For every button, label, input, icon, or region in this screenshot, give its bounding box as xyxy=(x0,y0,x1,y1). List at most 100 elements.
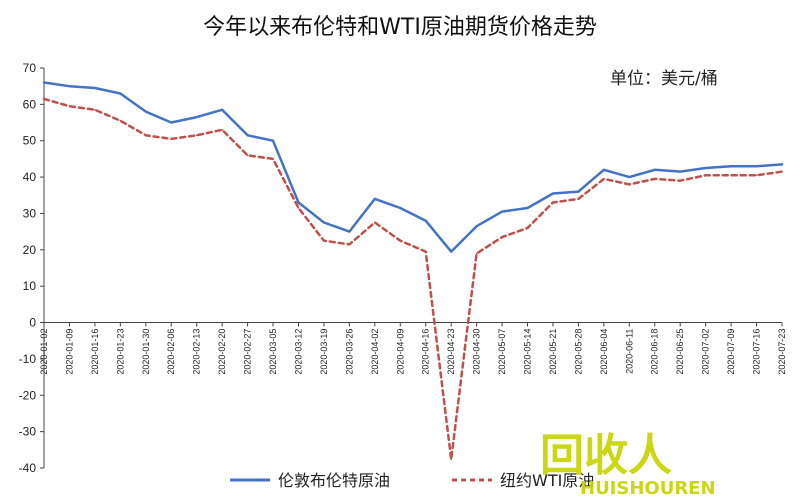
data-point-wti xyxy=(374,221,376,224)
x-tick-label: 2020-01-23 xyxy=(115,329,125,375)
data-point-brent xyxy=(755,165,758,167)
data-point-brent xyxy=(43,81,45,84)
y-tick-label: 10 xyxy=(23,279,37,293)
legend: 伦敦布伦特原油 纽约WTI原油 xyxy=(230,471,594,490)
x-tick-label: 2020-05-07 xyxy=(497,329,507,375)
data-point-brent xyxy=(603,169,605,171)
data-point-brent xyxy=(501,210,503,213)
data-point-wti xyxy=(221,129,223,131)
x-tick-label: 2020-05-14 xyxy=(523,329,533,375)
x-tick-label: 2020-03-26 xyxy=(344,329,354,375)
data-point-wti xyxy=(43,98,45,100)
x-tick-label: 2020-06-25 xyxy=(675,329,685,375)
data-point-brent xyxy=(552,192,554,195)
x-tick-label: 2020-03-05 xyxy=(268,329,278,375)
data-point-brent xyxy=(424,219,427,222)
legend-label-brent: 伦敦布伦特原油 xyxy=(278,471,390,490)
data-point-brent xyxy=(679,170,682,173)
x-tick-label: 2020-01-30 xyxy=(141,329,151,375)
data-point-wti xyxy=(94,109,96,111)
data-point-brent xyxy=(526,207,529,209)
x-tick-label: 2020-04-23 xyxy=(446,329,456,375)
y-tick-label: 70 xyxy=(23,61,37,75)
data-point-brent xyxy=(170,121,173,124)
data-point-brent xyxy=(577,190,580,193)
data-point-wti xyxy=(68,105,71,107)
x-tick-label: 2020-02-13 xyxy=(192,329,202,375)
data-point-wti xyxy=(653,178,656,180)
data-point-brent xyxy=(119,92,122,95)
chart-title: 今年以来布伦特和WTI原油期货价格走势 xyxy=(203,15,597,40)
watermark-logo: 回收人 HUISHOUREN xyxy=(540,430,716,499)
data-point-brent xyxy=(781,163,783,166)
data-point-wti xyxy=(272,158,274,160)
y-axis: 70 60 50 40 30 20 10 0 -10 -20 -30 -40 xyxy=(19,61,45,475)
data-point-brent xyxy=(653,169,656,171)
data-point-wti xyxy=(144,134,147,137)
data-point-wti xyxy=(297,207,300,209)
x-tick-label: 2020-04-16 xyxy=(421,329,431,375)
data-point-brent xyxy=(475,225,478,227)
data-point-wti xyxy=(348,243,351,246)
data-point-brent xyxy=(628,176,631,178)
x-tick-label: 2020-04-30 xyxy=(472,329,482,375)
x-tick-label: 2020-06-04 xyxy=(599,329,609,375)
data-point-wti xyxy=(119,119,122,122)
y-tick-label: -10 xyxy=(19,352,37,366)
data-point-wti xyxy=(170,138,173,140)
y-tick-label: 60 xyxy=(23,97,37,111)
data-point-wti xyxy=(730,174,732,177)
x-tick-label: 2020-01-16 xyxy=(90,329,100,375)
data-point-wti xyxy=(526,227,529,229)
data-point-brent xyxy=(195,116,198,118)
x-tick-label: 2020-04-02 xyxy=(370,329,380,375)
x-tick-label: 2020-02-06 xyxy=(166,329,176,375)
y-tick-label: 50 xyxy=(23,134,37,148)
data-point-brent xyxy=(374,198,376,200)
data-point-brent xyxy=(323,221,325,224)
data-point-wti xyxy=(195,134,198,137)
x-tick-label: 2020-06-18 xyxy=(650,329,660,375)
x-tick-label: 2020-07-23 xyxy=(777,329,787,375)
x-tick-label: 2020-05-21 xyxy=(548,329,558,375)
series-layer xyxy=(42,81,784,461)
data-point-brent xyxy=(144,110,147,113)
data-point-wti xyxy=(603,178,605,180)
y-tick-label: 40 xyxy=(23,170,37,184)
data-point-brent xyxy=(221,109,223,111)
x-tick-label: 2020-07-09 xyxy=(726,329,736,375)
data-point-wti xyxy=(679,179,682,182)
y-tick-label: 30 xyxy=(23,206,37,220)
data-point-wti xyxy=(399,239,402,242)
data-point-brent xyxy=(297,201,300,204)
data-point-brent xyxy=(94,87,96,89)
data-point-brent xyxy=(399,207,402,209)
data-point-wti xyxy=(577,198,580,200)
y-tick-label: -30 xyxy=(19,425,37,439)
x-tick-label: 2020-02-27 xyxy=(243,329,253,375)
x-tick-label: 2020-07-16 xyxy=(752,329,762,375)
watermark-sub-text: HUISHOUREN xyxy=(580,478,716,499)
y-tick-label: 0 xyxy=(29,316,36,330)
x-tick-label: 2020-01-09 xyxy=(64,329,74,375)
x-tick-label: 2020-07-02 xyxy=(701,329,711,375)
series-line-wti xyxy=(42,97,784,461)
data-point-wti xyxy=(450,458,452,461)
data-point-wti xyxy=(552,201,554,204)
data-point-wti xyxy=(323,239,325,242)
data-point-brent xyxy=(450,250,452,253)
series-line-brent xyxy=(42,81,784,253)
x-tick-label: 2020-03-19 xyxy=(319,329,329,375)
data-point-wti xyxy=(246,154,249,157)
x-tick-label: 2020-01-02 xyxy=(39,329,49,375)
data-point-brent xyxy=(246,134,249,137)
y-tick-label: 20 xyxy=(23,243,37,257)
x-tick-label: 2020-04-09 xyxy=(395,329,405,375)
watermark-main-text: 回收人 xyxy=(540,430,672,481)
y-tick-label: -20 xyxy=(19,388,37,402)
data-point-wti xyxy=(475,252,478,255)
data-point-wti xyxy=(704,174,707,177)
y-tick-label: -40 xyxy=(19,461,37,475)
x-tick-label: 2020-03-12 xyxy=(293,329,303,375)
